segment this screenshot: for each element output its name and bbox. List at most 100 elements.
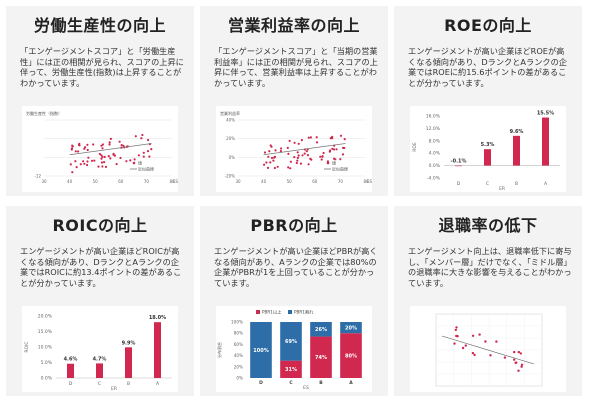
data-point <box>322 151 325 155</box>
card-labor-productivity: 労働生産性の向上 「エンゲージメントスコア」と「労働生産性」には正の相関が見られ… <box>6 6 194 196</box>
data-point <box>77 143 81 147</box>
x-axis-label: ER <box>499 186 505 192</box>
data-label: 9.9% <box>122 340 136 346</box>
data-point <box>489 354 492 357</box>
data-point <box>286 146 289 149</box>
x-tick-label: 40 <box>261 179 267 184</box>
data-point <box>104 165 108 168</box>
data-point <box>334 158 337 161</box>
data-point <box>321 155 324 158</box>
data-point <box>100 157 103 160</box>
data-point <box>461 346 465 350</box>
data-point <box>148 155 151 158</box>
data-point <box>300 139 303 142</box>
scatter-chart-productivity: 労働生産性（指数） -12 30 40 50 60 70 80 ES 値近似曲線 <box>22 106 179 192</box>
data-point <box>280 147 283 150</box>
x-tick-label: C <box>289 380 293 386</box>
card-description: エンゲージメントが高い企業ほどPBRが高くなる傾向があり、Aランクの企業では80… <box>214 246 378 288</box>
bar-segment <box>280 360 302 378</box>
x-tick-label: B <box>515 181 518 187</box>
data-point <box>503 356 507 359</box>
x-axis-label: ES <box>303 385 309 391</box>
data-point <box>150 148 153 151</box>
data-point <box>343 146 346 150</box>
data-point <box>268 150 271 153</box>
data-point <box>289 160 292 163</box>
bar <box>154 322 161 378</box>
x-tick-label: D <box>259 380 263 386</box>
bar <box>513 135 520 166</box>
data-point <box>77 150 80 153</box>
trend-line <box>69 143 152 156</box>
card-description: エンゲージメントが高い企業ほどROEが高くなる傾向があり、DランクとAランクの企… <box>408 46 567 88</box>
bar-segment <box>310 336 332 378</box>
data-point <box>272 159 275 162</box>
x-tick-label: 50 <box>93 179 99 184</box>
card-description: エンゲージメント向上は、退職率低下に寄与し、「メンバー層」だけでなく、「ミドル層… <box>408 246 572 288</box>
legend-label: PBR1以上 <box>262 309 281 315</box>
data-point <box>328 150 331 153</box>
bar-segment <box>340 322 362 334</box>
data-point <box>273 155 277 158</box>
data-point <box>464 344 467 347</box>
data-label: 26% <box>315 327 327 333</box>
data-point <box>93 159 96 162</box>
x-tick-label: A <box>544 181 548 187</box>
x-tick-label: 80 <box>169 179 175 184</box>
x-tick-label: 80 <box>363 179 369 184</box>
data-point <box>97 165 100 168</box>
data-point <box>71 144 74 147</box>
chart-svg: 16.0% 12.0% 8.0% 4.0% 0.0% -4.0% ROE -0.1% D 5.3%… <box>412 111 560 192</box>
data-point <box>513 358 516 361</box>
data-point <box>82 160 85 163</box>
data-point <box>453 342 456 345</box>
bar-segment <box>310 322 332 337</box>
card-title: ROICの向上 <box>52 216 148 235</box>
x-tick-label: 70 <box>144 179 150 184</box>
data-point <box>339 158 342 161</box>
data-point <box>309 136 312 139</box>
data-point <box>74 160 77 163</box>
chart-title: 労働生産性（指数） <box>26 110 62 116</box>
card-pbr: PBRの向上 エンゲージメントが高い企業ほどPBRが高くなる傾向があり、Aランク… <box>200 206 388 396</box>
data-point <box>279 150 282 153</box>
y-tick-label: 20% <box>234 364 243 369</box>
data-point <box>109 137 112 140</box>
legend-marker <box>326 161 330 165</box>
data-point <box>273 166 276 170</box>
data-point <box>297 154 300 157</box>
card-title: 労働生産性の向上 <box>33 16 166 35</box>
data-point <box>107 155 110 158</box>
data-point <box>295 161 298 165</box>
y-tick-label: 4.0% <box>429 151 441 157</box>
data-point <box>108 141 111 144</box>
data-point <box>307 136 310 139</box>
x-tick-label: B <box>127 381 130 387</box>
data-point <box>276 165 279 168</box>
data-point <box>108 143 111 146</box>
x-tick-label: 60 <box>312 179 318 184</box>
y-tick-label: 0.0% <box>41 376 53 382</box>
data-label: 18.0% <box>149 315 166 321</box>
data-point <box>266 166 270 169</box>
bar-segment <box>280 322 302 361</box>
trend-line <box>441 335 535 365</box>
data-point <box>456 335 459 338</box>
data-point <box>471 351 475 355</box>
data-point <box>319 155 322 158</box>
x-axis-label: ES <box>367 179 372 184</box>
card-operating-margin: 営業利益率の向上 「エンゲージメントスコア」と「当期の営業利益率」には正の相関が… <box>200 6 388 196</box>
data-point <box>109 157 112 160</box>
data-point <box>296 151 299 154</box>
y-tick-label: 0% <box>229 155 236 160</box>
data-point <box>134 135 137 138</box>
data-point <box>515 361 518 364</box>
bar <box>125 347 132 378</box>
data-point <box>289 167 292 170</box>
data-point <box>301 154 304 157</box>
data-point <box>320 158 323 161</box>
legend-label: 値 <box>138 160 142 166</box>
data-point <box>478 333 481 336</box>
